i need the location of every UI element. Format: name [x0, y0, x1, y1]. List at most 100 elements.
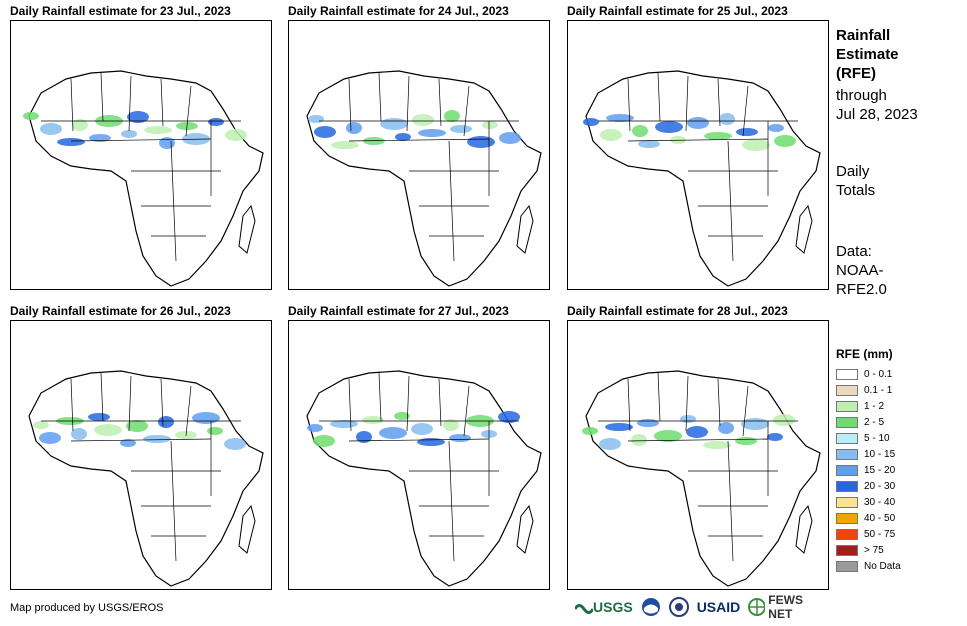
country-border: [448, 440, 455, 562]
country-border: [348, 438, 490, 442]
country-border: [170, 440, 177, 562]
rain-area: [680, 415, 696, 423]
rain-area: [89, 134, 111, 142]
legend-swatch: [836, 464, 858, 476]
legend-label: 20 - 30: [864, 480, 896, 492]
legend: 0 - 0.1 0.1 - 1 1 - 2 2 - 5 5 - 10 10 - 15 15 …: [836, 366, 901, 574]
rain-area: [126, 420, 148, 432]
rain-area: [412, 114, 434, 126]
country-border: [348, 78, 352, 132]
through-date: through Jul 28, 2023: [836, 87, 918, 123]
country-border: [463, 85, 470, 137]
rain-area: [449, 434, 471, 442]
rain-area: [606, 114, 634, 122]
rain-area: [599, 438, 621, 450]
country-border: [448, 140, 455, 262]
country-border: [742, 385, 749, 437]
country-border: [378, 372, 382, 422]
madagascar-outline: [795, 204, 813, 254]
legend-label: 30 - 40: [864, 496, 896, 508]
legend-swatch: [836, 544, 858, 556]
country-border: [657, 372, 661, 422]
country-border: [128, 75, 132, 132]
country-border: [742, 85, 749, 137]
rain-area: [127, 111, 149, 123]
rain-area: [687, 117, 709, 129]
logo-strip: USGS USAID FEWS NET: [575, 593, 835, 621]
rain-area: [719, 113, 735, 125]
rain-area: [379, 427, 407, 439]
country-border: [657, 72, 661, 122]
rain-area: [467, 136, 495, 148]
rain-area: [313, 435, 335, 447]
rain-area: [23, 112, 39, 120]
legend-item: 30 - 40: [836, 494, 901, 510]
legend-item: 1 - 2: [836, 398, 901, 414]
country-border: [727, 140, 734, 262]
legend-swatch: [836, 496, 858, 508]
rain-area: [655, 121, 683, 133]
panel-title: Daily Rainfall estimate for 25 Jul., 202…: [567, 4, 788, 18]
rain-area: [346, 122, 362, 134]
country-border: [160, 78, 164, 127]
legend-label: 5 - 10: [864, 432, 890, 444]
rainfall-map: [567, 20, 829, 290]
legend-item: 40 - 50: [836, 510, 901, 526]
country-border: [185, 85, 192, 137]
panel-title: Daily Rainfall estimate for 23 Jul., 202…: [10, 4, 231, 18]
seal-icon: [668, 597, 689, 617]
legend-swatch: [836, 400, 858, 412]
country-border: [685, 75, 689, 132]
madagascar-outline: [238, 204, 256, 254]
rain-area: [735, 437, 757, 445]
legend-item: 0.1 - 1: [836, 382, 901, 398]
rain-area: [411, 423, 433, 435]
legend-label: 1 - 2: [864, 400, 885, 412]
country-border: [70, 138, 212, 142]
rain-area: [158, 416, 174, 428]
legend-label: 0 - 0.1: [864, 368, 893, 380]
legend-swatch: [836, 432, 858, 444]
rain-area: [718, 422, 734, 434]
rain-area: [444, 110, 460, 122]
rain-area: [605, 423, 633, 431]
country-border: [406, 75, 410, 132]
country-border: [717, 378, 721, 427]
legend-swatch: [836, 512, 858, 524]
country-border: [717, 78, 721, 127]
rain-area: [450, 125, 472, 133]
rain-area: [71, 428, 87, 440]
rain-area: [144, 126, 172, 134]
country-border: [627, 138, 769, 142]
rain-area: [498, 411, 520, 423]
country-border: [348, 378, 352, 432]
rain-area: [418, 129, 446, 137]
rain-area: [631, 434, 647, 446]
legend-item: 0 - 0.1: [836, 366, 901, 382]
country-border: [378, 72, 382, 122]
legend-item: 2 - 5: [836, 414, 901, 430]
legend-label: 15 - 20: [864, 464, 896, 476]
legend-label: 10 - 15: [864, 448, 896, 460]
country-border: [170, 140, 177, 262]
legend-item: No Data: [836, 558, 901, 574]
rainfall-map: [567, 320, 829, 590]
rain-area: [192, 412, 220, 424]
usaid-logo: USAID: [696, 599, 741, 615]
country-border: [70, 78, 74, 132]
africa-outline: [585, 70, 821, 287]
fews-net-logo: FEWS NET: [748, 593, 827, 621]
country-border: [438, 378, 442, 427]
rainfall-map: [10, 320, 272, 590]
rain-area: [741, 418, 769, 430]
rain-area: [308, 115, 324, 123]
credit-text: Map produced by USGS/EROS: [10, 602, 164, 614]
rain-area: [159, 137, 175, 149]
madagascar-outline: [516, 504, 534, 554]
rain-area: [582, 427, 598, 435]
rain-area: [72, 119, 88, 131]
rain-area: [307, 424, 323, 432]
rain-area: [207, 427, 223, 435]
country-border: [160, 378, 164, 427]
rain-area: [314, 126, 336, 138]
